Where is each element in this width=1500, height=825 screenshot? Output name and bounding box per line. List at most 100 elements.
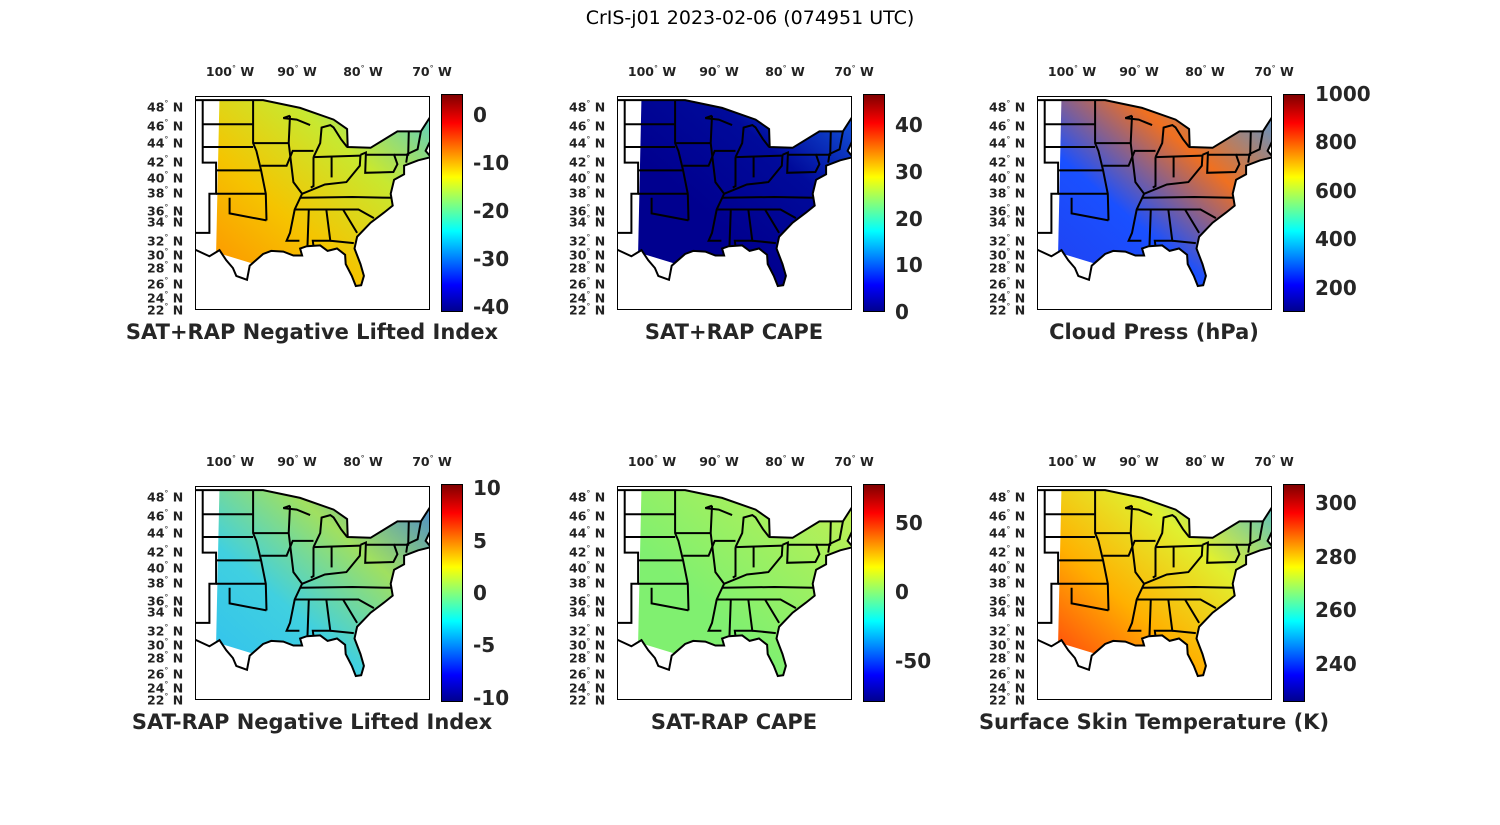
state-border	[735, 544, 783, 549]
lon-tick-label: 90° W	[277, 454, 317, 470]
lat-tick-label: 48° N	[147, 99, 184, 115]
lat-tick-label: 36° N	[989, 203, 1026, 219]
map-panel: 100° W 90° W 80° W 70° W 48° N 46° N 44° N 42° …	[132, 454, 509, 734]
colorbar-tick-label: 40	[895, 113, 923, 138]
data-swath	[638, 490, 851, 676]
state-border	[683, 539, 736, 557]
state-border	[342, 598, 358, 624]
state-border	[1127, 115, 1146, 242]
state-border	[723, 544, 784, 585]
state-border	[1143, 544, 1204, 585]
state-border	[310, 157, 315, 189]
lat-tick-label: 32° N	[147, 233, 184, 249]
lat-tick-label: 44° N	[147, 525, 184, 541]
lat-tick-label: 24° N	[569, 290, 606, 306]
state-border	[405, 521, 422, 553]
lat-tick-label: 46° N	[569, 508, 606, 524]
colorbar	[441, 484, 463, 702]
country-outline	[1038, 99, 1271, 288]
map-panel: 100° W 90° W 80° W 70° W 48° N 46° N 44° N 42° …	[569, 64, 923, 344]
lon-tick-label: 100° W	[627, 454, 677, 470]
state-border	[1202, 540, 1241, 564]
lat-tick-label: 36° N	[989, 593, 1026, 609]
state-border	[285, 505, 304, 632]
colorbar-tick-label: -30	[473, 247, 510, 272]
map-svg	[196, 489, 429, 678]
state-border	[734, 124, 770, 158]
lon-tick-label: 100° W	[1047, 64, 1097, 80]
colorbar-tick-label: 280	[1315, 544, 1357, 569]
state-border	[1127, 505, 1146, 632]
lat-tick-label: 28° N	[147, 260, 184, 276]
map-panel: 100° W 90° W 80° W 70° W 48° N 46° N 44° N 42° …	[126, 64, 509, 344]
lat-tick-label: 38° N	[569, 185, 606, 201]
lat-tick-label: 28° N	[989, 260, 1026, 276]
map-panel: 100° W 90° W 80° W 70° W 48° N 46° N 44° N 42° …	[979, 454, 1357, 734]
state-border	[313, 154, 361, 159]
colorbar-tick-label: 5	[473, 528, 487, 553]
map-svg	[618, 99, 851, 288]
data-swath	[216, 100, 429, 286]
colorbar-tick-label: 0	[895, 300, 909, 324]
lat-tick-label: 48° N	[989, 99, 1026, 115]
lat-tick-label: 36° N	[147, 593, 184, 609]
lat-tick-label: 30° N	[147, 247, 184, 263]
colorbar-tick-label: 0	[473, 581, 487, 605]
state-border	[1247, 131, 1264, 163]
colorbar-tick-label: 10	[473, 476, 501, 501]
state-border	[723, 154, 784, 195]
lat-tick-label: 36° N	[569, 593, 606, 609]
state-border	[1070, 197, 1109, 222]
state-border	[704, 504, 733, 517]
map-plot-area	[195, 96, 430, 310]
colorbar-tick-label: 800	[1315, 130, 1357, 155]
state-border	[1094, 490, 1110, 611]
state-border	[735, 154, 783, 159]
state-border	[310, 547, 315, 579]
colorbar-tick-label: 240	[1315, 652, 1357, 677]
colorbar-tick-label: 0	[473, 103, 487, 128]
state-border	[228, 587, 267, 612]
lat-tick-label: 30° N	[147, 637, 184, 653]
state-border	[1094, 100, 1110, 221]
lon-tick-label: 90° W	[1119, 64, 1159, 80]
lat-tick-label: 26° N	[569, 276, 606, 292]
state-border	[301, 544, 362, 585]
lat-tick-label: 28° N	[569, 260, 606, 276]
lat-tick-label: 34° N	[569, 214, 606, 230]
panel-title: SAT-RAP Negative Lifted Index	[131, 710, 493, 734]
map-svg	[618, 489, 851, 678]
state-border	[1184, 208, 1200, 234]
panel-title: Cloud Press (hPa)	[1049, 320, 1259, 344]
lat-tick-label: 34° N	[147, 604, 184, 620]
lat-tick-label: 38° N	[147, 575, 184, 591]
lat-tick-label: 40° N	[147, 170, 184, 186]
lon-tick-label: 70° W	[834, 454, 874, 470]
colorbar-tick-label: -20	[473, 199, 510, 224]
state-border	[1155, 154, 1203, 159]
lon-tick-label: 100° W	[627, 64, 677, 80]
state-border	[1154, 514, 1190, 548]
lon-tick-label: 70° W	[1254, 64, 1294, 80]
state-border	[1154, 124, 1190, 158]
lat-tick-label: 46° N	[989, 118, 1026, 134]
state-border	[1038, 490, 1060, 624]
state-border	[1124, 114, 1153, 127]
lat-tick-label: 26° N	[147, 666, 184, 682]
lat-tick-label: 32° N	[989, 233, 1026, 249]
colorbar-tick-label: 260	[1315, 598, 1357, 623]
lat-tick-label: 24° N	[147, 290, 184, 306]
state-border	[405, 131, 422, 163]
data-swath	[216, 490, 429, 676]
colorbar-tick-label: 300	[1315, 490, 1357, 515]
state-border	[728, 209, 732, 246]
lat-tick-label: 40° N	[569, 560, 606, 576]
state-border	[1142, 585, 1235, 589]
state-border	[827, 521, 844, 553]
state-border	[827, 131, 844, 163]
state-border	[674, 100, 690, 221]
lat-tick-label: 40° N	[989, 170, 1026, 186]
colorbar-tick-label: 10	[895, 253, 923, 278]
lat-tick-label: 44° N	[989, 525, 1026, 541]
